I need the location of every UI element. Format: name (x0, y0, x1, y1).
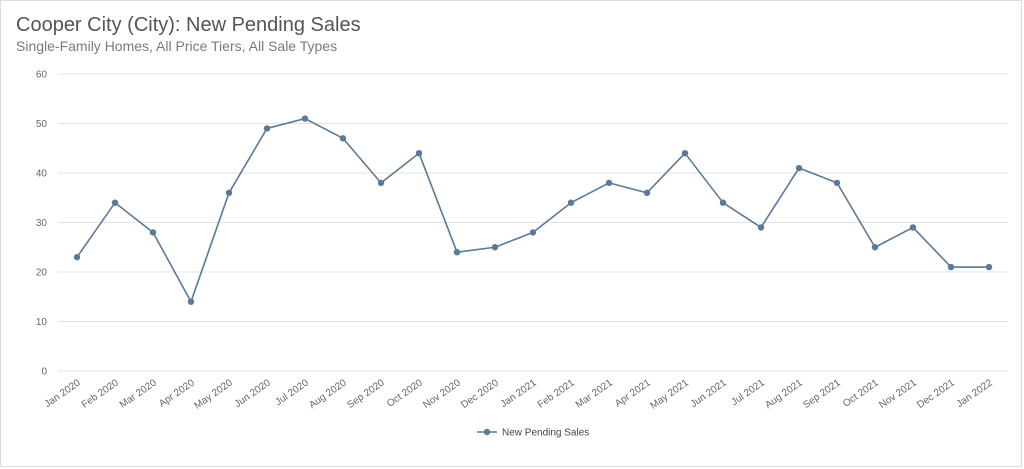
data-point[interactable] (681, 150, 689, 157)
data-point[interactable] (453, 249, 461, 256)
data-point[interactable] (795, 164, 803, 172)
data-point[interactable] (605, 179, 613, 187)
x-tick-label: Aug 2021 (763, 377, 805, 411)
x-tick-label: Dec 2020 (459, 377, 501, 411)
data-point[interactable] (567, 199, 575, 206)
x-tick-label: Jul 2020 (273, 377, 311, 408)
x-tick-label: Apr 2021 (613, 377, 653, 410)
x-tick-label: Sep 2021 (801, 377, 843, 411)
chart-title: Cooper City (City): New Pending Sales (16, 14, 361, 36)
legend-label[interactable]: New Pending Sales (502, 428, 589, 439)
x-tick-label: Apr 2020 (157, 377, 197, 410)
y-tick-label: 50 (36, 119, 48, 130)
x-tick-label: Aug 2020 (307, 377, 349, 411)
data-point[interactable] (719, 199, 727, 206)
data-point[interactable] (73, 253, 81, 261)
x-tick-label: Oct 2021 (841, 377, 881, 410)
x-tick-label: Sep 2020 (345, 377, 387, 411)
x-tick-label: Nov 2020 (421, 377, 463, 411)
y-tick-label: 10 (36, 317, 48, 328)
y-axis-ticks: 0 10 20 30 40 50 60 (36, 70, 48, 378)
data-point[interactable] (757, 224, 765, 231)
x-tick-label: Jun 2021 (689, 377, 729, 410)
series-layer (73, 115, 993, 305)
data-point[interactable] (947, 263, 955, 271)
x-tick-label: Dec 2021 (915, 377, 957, 411)
data-point[interactable] (149, 229, 157, 236)
data-point[interactable] (377, 179, 385, 187)
x-tick-label: Nov 2021 (877, 377, 919, 411)
data-point[interactable] (833, 179, 841, 187)
y-tick-label: 20 (36, 268, 48, 279)
data-point[interactable] (301, 115, 309, 122)
y-tick-label: 30 (36, 218, 48, 229)
x-tick-label: Feb 2020 (80, 377, 121, 410)
gridlines (58, 73, 1008, 372)
x-tick-label: Jan 2021 (499, 377, 539, 410)
chart-subtitle: Single-Family Homes, All Price Tiers, Al… (16, 38, 338, 54)
x-tick-label: May 2020 (192, 377, 235, 411)
data-point[interactable] (225, 189, 233, 196)
y-tick-label: 40 (36, 169, 48, 180)
x-tick-label: Oct 2020 (385, 377, 425, 410)
x-tick-label: Mar 2021 (574, 377, 615, 410)
data-point[interactable] (909, 224, 917, 231)
legend-marker (483, 428, 491, 436)
data-point[interactable] (263, 125, 271, 132)
data-point[interactable] (491, 244, 499, 251)
x-tick-label: May 2021 (648, 377, 691, 411)
x-tick-label: Jun 2020 (233, 377, 273, 410)
x-tick-label: Jan 2022 (955, 377, 995, 410)
series-line (76, 117, 989, 303)
data-point[interactable] (339, 135, 347, 142)
y-tick-label: 0 (41, 367, 47, 378)
x-tick-label: Feb 2021 (536, 377, 577, 410)
x-tick-label: Mar 2020 (118, 377, 159, 410)
x-tick-label: Jan 2020 (43, 377, 83, 410)
data-point[interactable] (529, 229, 537, 236)
y-tick-label: 60 (36, 70, 48, 81)
data-point[interactable] (111, 199, 119, 206)
legend: New Pending Sales (477, 428, 589, 439)
data-point[interactable] (643, 189, 651, 196)
data-point[interactable] (871, 244, 879, 251)
data-point[interactable] (415, 150, 423, 157)
data-point[interactable] (187, 298, 195, 305)
data-point[interactable] (985, 263, 993, 271)
x-tick-label: Jul 2021 (729, 377, 767, 408)
